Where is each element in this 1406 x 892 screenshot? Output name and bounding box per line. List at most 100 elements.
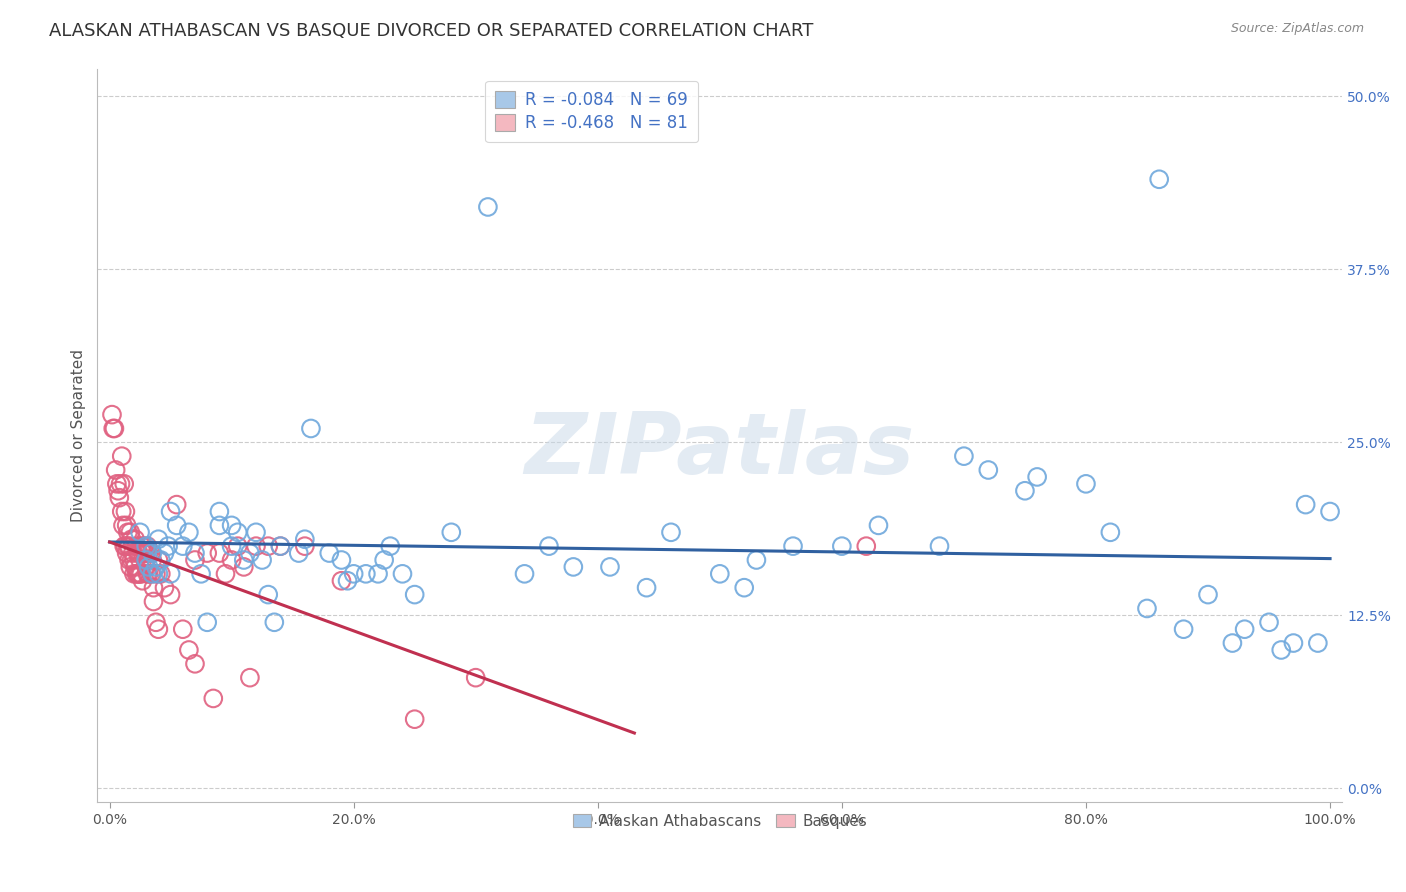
- Point: [124, 560, 146, 574]
- Point: [1222, 636, 1244, 650]
- Point: [226, 539, 249, 553]
- Point: [145, 615, 167, 630]
- Point: [141, 566, 163, 581]
- Point: [128, 546, 150, 560]
- Point: [1074, 476, 1097, 491]
- Point: [112, 539, 135, 553]
- Point: [159, 504, 181, 518]
- Point: [172, 622, 194, 636]
- Point: [111, 449, 134, 463]
- Point: [112, 476, 135, 491]
- Point: [221, 539, 243, 553]
- Point: [953, 449, 976, 463]
- Point: [118, 539, 141, 553]
- Point: [166, 498, 188, 512]
- Text: ALASKAN ATHABASCAN VS BASQUE DIVORCED OR SEPARATED CORRELATION CHART: ALASKAN ATHABASCAN VS BASQUE DIVORCED OR…: [49, 22, 814, 40]
- Point: [599, 560, 621, 574]
- Point: [129, 566, 152, 581]
- Point: [103, 421, 125, 435]
- Point: [1258, 615, 1281, 630]
- Point: [373, 553, 395, 567]
- Point: [139, 566, 162, 581]
- Point: [122, 566, 145, 581]
- Point: [145, 566, 167, 581]
- Point: [132, 539, 155, 553]
- Point: [121, 553, 143, 567]
- Point: [195, 615, 218, 630]
- Point: [537, 539, 560, 553]
- Point: [166, 518, 188, 533]
- Point: [177, 643, 200, 657]
- Point: [263, 615, 285, 630]
- Point: [380, 539, 402, 553]
- Point: [172, 539, 194, 553]
- Point: [782, 539, 804, 553]
- Point: [831, 539, 853, 553]
- Point: [141, 553, 163, 567]
- Point: [221, 553, 243, 567]
- Point: [226, 525, 249, 540]
- Point: [1197, 588, 1219, 602]
- Point: [1026, 470, 1049, 484]
- Point: [239, 671, 262, 685]
- Point: [107, 483, 129, 498]
- Point: [111, 518, 134, 533]
- Point: [330, 574, 353, 588]
- Point: [138, 546, 160, 560]
- Point: [129, 566, 152, 581]
- Point: [1147, 172, 1170, 186]
- Point: [464, 671, 486, 685]
- Point: [659, 525, 682, 540]
- Point: [131, 574, 153, 588]
- Point: [118, 553, 141, 567]
- Point: [111, 504, 134, 518]
- Point: [636, 581, 658, 595]
- Point: [269, 539, 291, 553]
- Y-axis label: Divorced or Separated: Divorced or Separated: [72, 349, 86, 522]
- Point: [125, 539, 148, 553]
- Point: [103, 421, 125, 435]
- Point: [184, 657, 207, 671]
- Point: [287, 546, 309, 560]
- Point: [149, 566, 172, 581]
- Point: [148, 553, 170, 567]
- Point: [440, 525, 463, 540]
- Point: [135, 546, 157, 560]
- Point: [121, 533, 143, 547]
- Point: [138, 566, 160, 581]
- Point: [127, 566, 149, 581]
- Point: [221, 518, 243, 533]
- Point: [115, 518, 138, 533]
- Point: [330, 553, 353, 567]
- Point: [1233, 622, 1256, 636]
- Point: [184, 546, 207, 560]
- Point: [214, 566, 236, 581]
- Point: [136, 539, 159, 553]
- Point: [336, 574, 359, 588]
- Point: [294, 539, 316, 553]
- Point: [868, 518, 890, 533]
- Point: [513, 566, 536, 581]
- Point: [120, 525, 142, 540]
- Point: [1319, 504, 1341, 518]
- Point: [318, 546, 340, 560]
- Point: [153, 581, 176, 595]
- Text: ZIPatlas: ZIPatlas: [524, 409, 915, 491]
- Point: [159, 566, 181, 581]
- Point: [142, 594, 165, 608]
- Point: [367, 566, 389, 581]
- Point: [177, 525, 200, 540]
- Point: [148, 566, 170, 581]
- Point: [208, 504, 231, 518]
- Point: [149, 553, 172, 567]
- Point: [202, 691, 225, 706]
- Point: [136, 566, 159, 581]
- Point: [128, 566, 150, 581]
- Point: [135, 553, 157, 567]
- Point: [977, 463, 1000, 477]
- Point: [745, 553, 768, 567]
- Point: [127, 546, 149, 560]
- Point: [1136, 601, 1159, 615]
- Point: [1295, 498, 1317, 512]
- Point: [562, 560, 585, 574]
